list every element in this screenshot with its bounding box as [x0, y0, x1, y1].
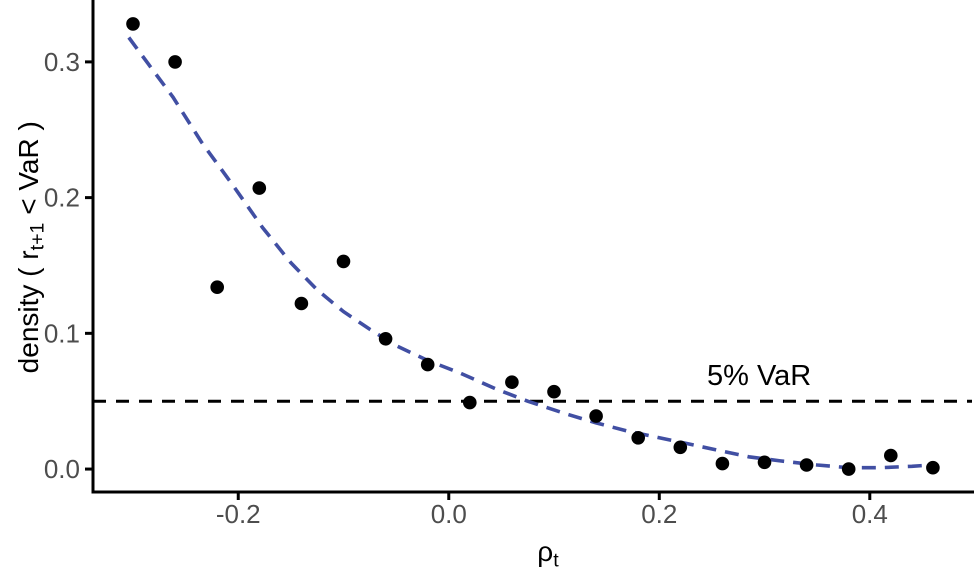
data-point [210, 280, 224, 295]
data-point [673, 440, 688, 455]
data-point [884, 448, 898, 463]
x-axis-title-subscript: t [553, 549, 559, 568]
data-point [168, 55, 182, 69]
data-point [926, 460, 940, 475]
y-tick-label: 0.2 [44, 183, 80, 213]
data-point [757, 455, 772, 470]
data-point [589, 409, 603, 423]
data-point [336, 254, 351, 269]
data-point [841, 462, 856, 476]
data-point [378, 332, 393, 346]
data-point [547, 384, 561, 399]
trend-curve [127, 36, 931, 470]
x-tick-label: -0.2 [216, 499, 261, 529]
y-tick-label: 0.0 [44, 454, 80, 484]
x-tick-label: 0.2 [641, 499, 677, 529]
y-tick-label: 0.3 [44, 47, 80, 77]
data-point [463, 395, 477, 410]
data-point [252, 181, 267, 195]
data-point [505, 375, 519, 390]
var-threshold-label: 5% VaR [707, 360, 812, 392]
data-point [715, 456, 730, 471]
x-tick-label: 0.0 [431, 499, 467, 529]
x-axis-title: ρt [448, 536, 648, 568]
y-tick-label: 0.1 [44, 318, 80, 348]
x-tick-label: 0.4 [852, 499, 888, 529]
data-point [126, 17, 140, 31]
data-point [631, 431, 645, 445]
data-point [799, 458, 814, 472]
data-point [294, 296, 309, 311]
x-axis-title-rho: ρ [537, 536, 554, 567]
data-point [420, 357, 435, 372]
